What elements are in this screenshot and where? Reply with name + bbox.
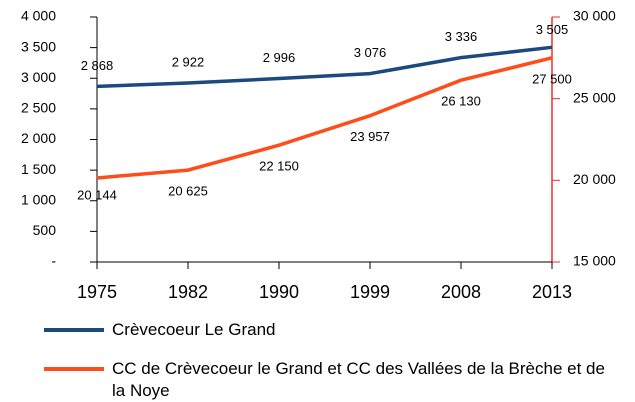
data-label: 3 076 xyxy=(354,45,387,60)
x-tick-label: 2008 xyxy=(441,282,481,302)
y-tick-label: 2 500 xyxy=(21,100,56,116)
series-line xyxy=(96,45,553,89)
y2-tick-label: 15 000 xyxy=(573,253,616,269)
y2-tick-label: 20 000 xyxy=(573,171,616,187)
data-label: 3 505 xyxy=(536,22,569,37)
plot: - 500 1 000 1 500 2 000 2 500 3 000 3 500 4 000 1… xyxy=(21,8,616,302)
x-tick-label: 1999 xyxy=(350,282,390,302)
data-label: 27 500 xyxy=(532,71,572,86)
legend-label: CC de Crèvecoeur le Grand et CC des Vall… xyxy=(112,359,605,400)
data-label: 22 150 xyxy=(259,159,299,174)
data-label: 20 144 xyxy=(77,187,117,202)
legend-item: Crèvecoeur Le Grand xyxy=(0,319,612,341)
y2-tick-label: 30 000 xyxy=(573,8,616,24)
x-tick-label: 1975 xyxy=(77,282,117,302)
data-label: 2 996 xyxy=(263,50,296,65)
y-tick-label: 2 000 xyxy=(21,130,56,146)
y-tick-label: 4 000 xyxy=(21,8,56,24)
data-label: 2 868 xyxy=(81,58,114,73)
data-label: 20 625 xyxy=(168,184,208,199)
y-tick-label: 3 500 xyxy=(21,38,56,54)
legend-swatch xyxy=(44,367,104,371)
legend-swatch xyxy=(44,328,104,332)
y-tick-label: 1 000 xyxy=(21,191,56,207)
legend-label: Crèvecoeur Le Grand xyxy=(112,320,276,339)
y-tick-label: - xyxy=(51,253,56,269)
data-label: 3 336 xyxy=(445,29,478,44)
x-tick-label: 2013 xyxy=(532,282,572,302)
series-line xyxy=(96,56,553,180)
data-label: 23 957 xyxy=(350,129,390,144)
x-tick-label: 1982 xyxy=(168,282,208,302)
y-tick-label: 1 500 xyxy=(21,161,56,177)
y2-tick-label: 25 000 xyxy=(573,89,616,105)
legend-item: CC de Crèvecoeur le Grand et CC des Vall… xyxy=(0,358,612,402)
x-tick-label: 1990 xyxy=(259,282,299,302)
y-tick-label: 3 000 xyxy=(21,69,56,85)
y-tick-label: 500 xyxy=(33,222,57,238)
data-label: 26 130 xyxy=(441,94,481,109)
data-label: 2 922 xyxy=(172,54,205,69)
